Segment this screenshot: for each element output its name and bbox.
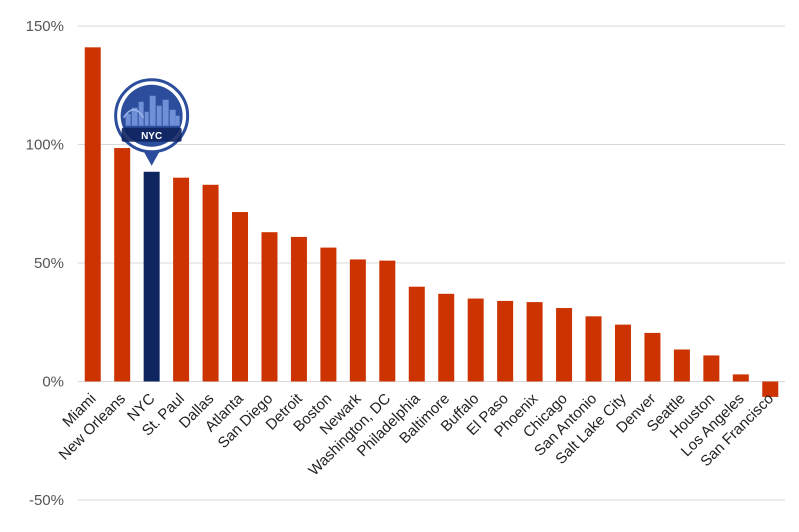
gridlines (78, 25, 785, 501)
bar-san-antonio (585, 316, 602, 382)
bar-phoenix (526, 302, 543, 382)
pin-label: NYC (141, 131, 162, 142)
bar-baltimore (438, 293, 455, 382)
skyline-building (131, 107, 138, 126)
skyline-building (175, 115, 180, 126)
y-tick-label: 150% (26, 18, 64, 35)
bar-los-angeles (732, 374, 749, 382)
skyline-building (149, 95, 156, 126)
bar-washington-dc (379, 260, 396, 382)
bar-atlanta (232, 212, 249, 382)
bar-miami (84, 47, 101, 382)
bars (84, 47, 779, 397)
bar-nyc (143, 171, 160, 382)
bar-denver (644, 332, 661, 382)
y-tick-label: 100% (26, 137, 64, 154)
skyline-building (144, 111, 149, 126)
pin-label-band (121, 127, 182, 142)
bar-philadelphia (408, 286, 425, 382)
bar-san-francisco (762, 381, 779, 397)
y-tick-label: 0% (42, 374, 64, 391)
bar-detroit (290, 236, 307, 382)
bar-st-paul (173, 177, 190, 382)
nyc-location-pin-icon: NYC (114, 78, 190, 166)
bar-el-paso (497, 300, 514, 382)
bar-boston (320, 247, 337, 382)
bar-newark (349, 259, 366, 382)
bar-san-diego (261, 232, 278, 382)
bar-buffalo (467, 298, 484, 382)
y-tick-label: 50% (34, 255, 64, 272)
skyline-building (125, 113, 131, 126)
bridge-cable (123, 109, 145, 119)
y-axis-tick-labels: -50% 0% 50% 100% 150% (26, 18, 64, 509)
y-tick-label: -50% (29, 492, 64, 509)
skyline-building (169, 109, 176, 126)
skyline-building (162, 99, 169, 126)
skyline-building (156, 105, 162, 126)
bar-new-orleans (114, 148, 131, 382)
bar-chicago (556, 308, 573, 382)
bar-salt-lake-city (614, 324, 631, 382)
bar-houston (703, 355, 720, 382)
bar-seattle (673, 349, 690, 382)
bar-dallas (202, 184, 219, 382)
